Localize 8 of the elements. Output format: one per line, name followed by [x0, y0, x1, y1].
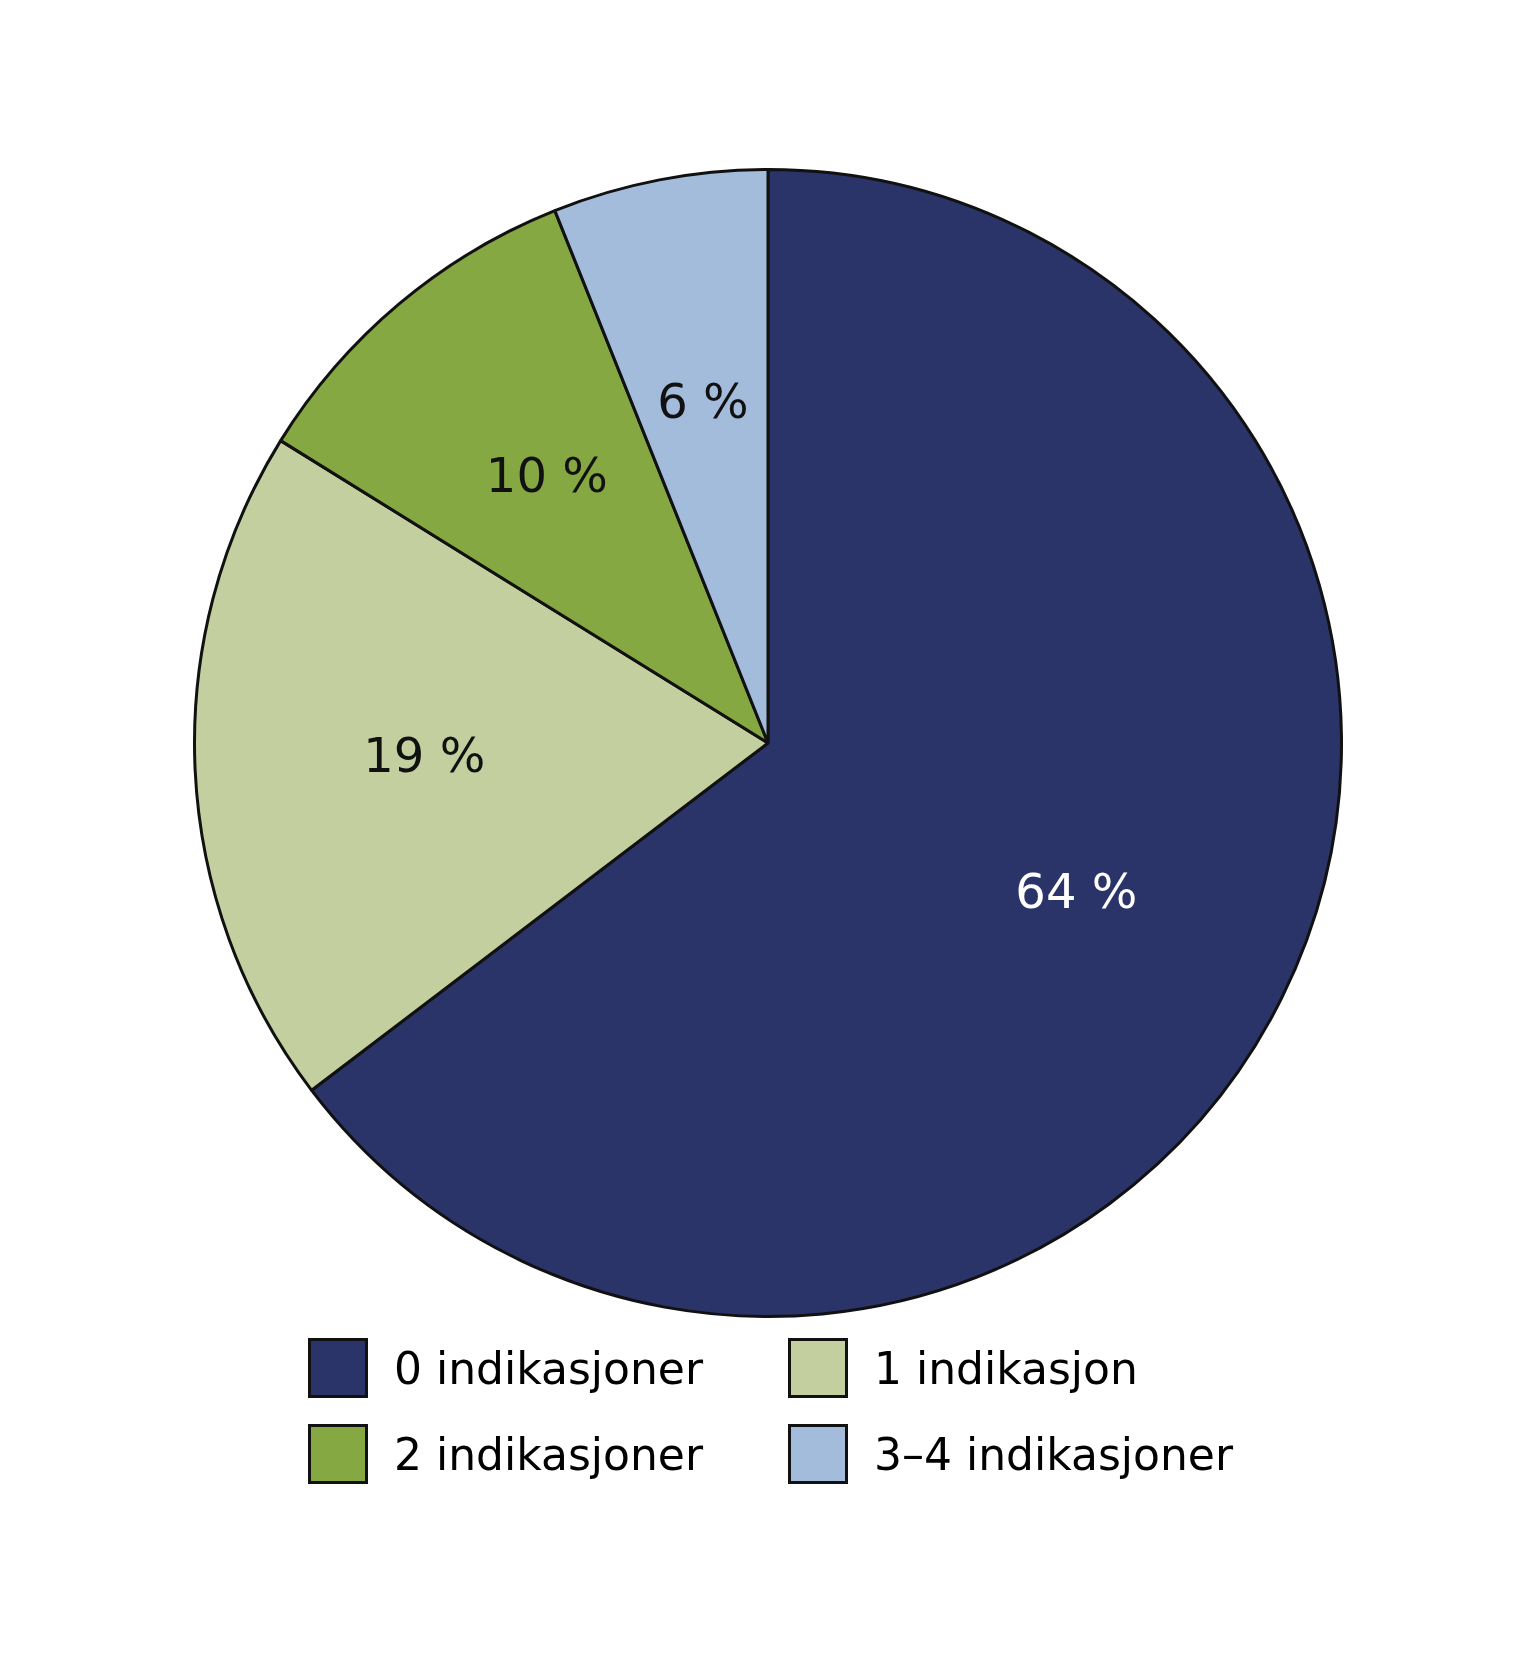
data-label: 19 % [363, 726, 486, 783]
data-label: 64 % [1015, 863, 1138, 920]
legend-label: 3–4 indikasjoner [874, 1428, 1234, 1480]
legend-label: 0 indikasjoner [394, 1342, 704, 1394]
data-label: 10 % [485, 446, 608, 503]
legend-label: 1 indikasjon [874, 1342, 1138, 1394]
legend-label: 2 indikasjoner [394, 1428, 704, 1480]
data-label: 6 % [657, 372, 749, 429]
